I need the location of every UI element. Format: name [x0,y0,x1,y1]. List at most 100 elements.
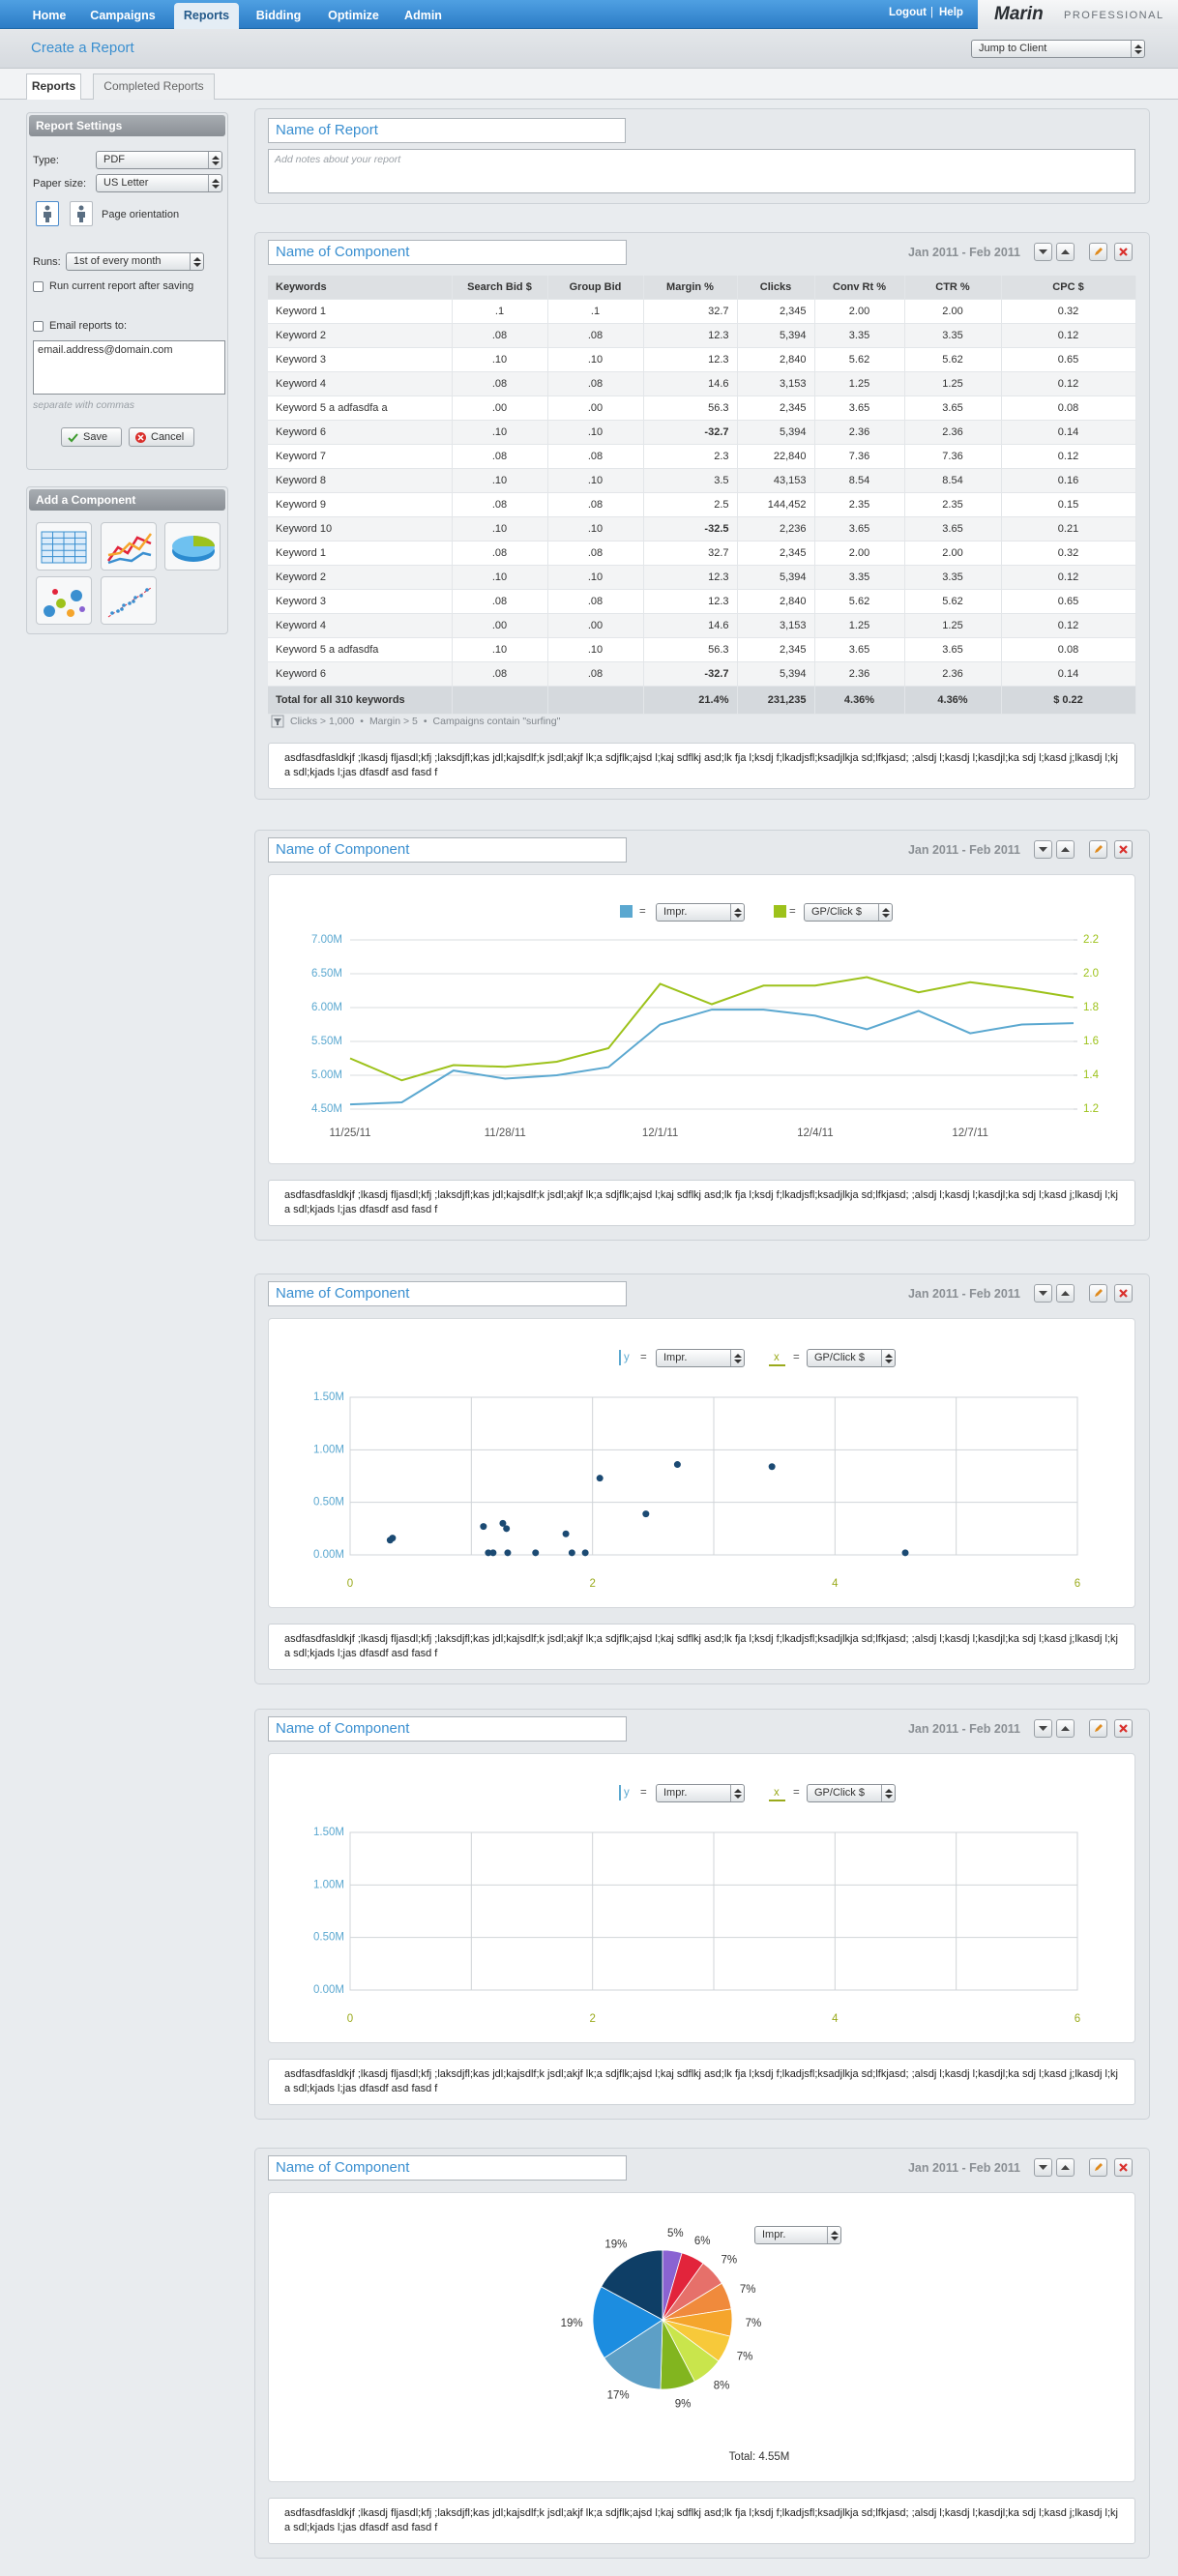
component-action-button[interactable] [1034,840,1052,859]
x-axis-select[interactable]: GP/Click $ [807,1784,896,1802]
table-cell: $ 0.22 [1001,686,1136,715]
button[interactable]: Save [61,427,122,447]
component-name-input[interactable]: Name of Component [268,240,627,265]
table-cell: CTR % [904,276,1002,300]
x-axis-select[interactable]: GP/Click $ [807,1349,896,1367]
component-action-button[interactable] [1089,840,1107,859]
icon [831,2231,839,2240]
email-input[interactable]: email.address@domain.com [33,340,225,395]
legend-series-select[interactable]: GP/Click $ [804,903,893,922]
table-cell: .1 [547,299,644,324]
nav-item[interactable]: Admin [404,9,442,22]
nav-link[interactable]: Logout [889,7,927,18]
y-axis-select[interactable]: Impr. [656,1784,745,1802]
component-name-input[interactable]: Name of Component [268,1281,627,1306]
component-type-option[interactable] [101,522,157,571]
paper-select[interactable]: US Letter [96,174,222,192]
component-name-input[interactable]: Name of Component [268,2155,627,2181]
nav-item[interactable]: Optimize [328,9,379,22]
component-action-button[interactable] [1034,243,1052,261]
move-down-icon [1039,2165,1047,2170]
arrow-up [1134,44,1142,48]
jump-to-client[interactable]: Jump to Client [971,40,1145,58]
filter-summary: Clicks > 1,000 • Margin > 5 • Campaigns cont… [290,715,560,729]
component-action-button[interactable] [1114,840,1133,859]
component-type-option[interactable] [36,576,92,625]
nav-item[interactable]: Home [32,9,67,22]
component-action-button[interactable] [1114,1719,1133,1738]
metric-select[interactable]: Impr. [754,2226,841,2244]
checkbox[interactable] [33,281,44,292]
filter[interactable]: Clicks > 1,000 [290,716,355,727]
component-action-button[interactable] [1034,1719,1052,1738]
tab[interactable]: Completed Reports [93,73,215,100]
component-action-button[interactable] [1056,2158,1075,2177]
icon-shape [122,603,126,607]
y-symbol: y [624,1787,630,1799]
table-cell: 12.3 [643,565,738,590]
component-action-button[interactable] [1089,1719,1107,1738]
button[interactable]: Cancel [129,427,194,447]
nav-link[interactable]: Help [939,7,963,18]
orientation-option[interactable] [36,201,59,226]
icon-shape [110,611,114,615]
x-tick-label: 11/25/11 [329,1127,370,1139]
slice-label: 17% [607,2390,630,2402]
table-cell: 2,345 [737,395,815,421]
component-action-button[interactable] [1034,1284,1052,1303]
component-action-button[interactable] [1089,1284,1107,1303]
y2-tick-label: 1.6 [1083,1036,1099,1047]
orientation-option[interactable] [70,201,93,226]
table-cell: 2.00 [904,299,1002,324]
nav-item[interactable]: Campaigns [90,9,156,22]
icon-shape [107,533,152,557]
report-name-input[interactable]: Name of Report [268,118,626,143]
table-cell: 14.6 [643,371,738,396]
component-type-option[interactable] [36,522,92,571]
component-action-button[interactable] [1089,243,1107,261]
component-action-button[interactable] [1114,1284,1133,1303]
component-action-button[interactable] [1034,2158,1052,2177]
table-cell: Keyword 5 a adfasdfa [268,637,453,662]
component-action-button[interactable] [1089,2158,1107,2177]
checkbox[interactable] [33,321,44,332]
tab[interactable]: Reports [26,73,81,100]
table-cell: 1.25 [814,613,905,638]
component-name-input[interactable]: Name of Component [268,837,627,863]
filter[interactable]: Campaigns contain "surfing" [432,716,561,727]
nav-item[interactable]: Reports [174,3,239,29]
component-name-input[interactable]: Name of Component [268,1716,627,1742]
component-type-option[interactable] [101,576,157,625]
y-axis-select[interactable]: Impr. [656,1349,745,1367]
component-action-button[interactable] [1114,2158,1133,2177]
table-cell: 5.62 [814,347,905,372]
date-range: Jan 2011 - Feb 2011 [907,2161,1020,2175]
icon-body [77,212,85,222]
table-cell: 0.12 [1001,565,1136,590]
component-notes: asdfasdfasldkjf ;lkasdj fljasdl;kfj ;lak… [268,1624,1135,1670]
icon-shape [139,594,143,598]
type-select[interactable]: PDF [96,151,222,169]
date-range: Jan 2011 - Feb 2011 [907,246,1020,259]
filter[interactable]: Margin > 5 [368,716,418,727]
icon [1061,2165,1070,2170]
component-action-button[interactable] [1056,840,1075,859]
slice-label: 7% [746,2318,762,2329]
component-type-option[interactable] [164,522,221,571]
component-action-button[interactable] [1056,1284,1075,1303]
component-action-button[interactable] [1114,243,1133,261]
report-notes-input[interactable]: Add notes about your report [268,149,1135,193]
x-tick-label: 12/1/11 [642,1127,679,1139]
filter-separator: • [423,716,427,727]
settings-panel [26,112,228,470]
table-cell: 56.3 [643,395,738,421]
component-action-button[interactable] [1056,1719,1075,1738]
table-cell: 5.62 [814,589,905,614]
legend-separator: = [640,1352,647,1363]
component-action-button[interactable] [1056,243,1075,261]
icon-shape [67,609,74,617]
arrow-down [212,161,220,165]
nav-item[interactable]: Bidding [255,9,302,22]
legend-series-select[interactable]: Impr. [656,903,745,922]
runs-select[interactable]: 1st of every month [66,252,204,271]
